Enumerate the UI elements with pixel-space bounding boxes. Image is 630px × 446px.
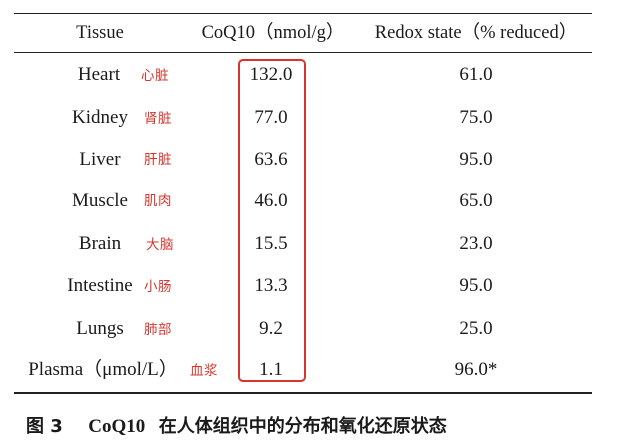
table-cell-chinese-label: 肌肉 — [144, 193, 172, 209]
table-cell-chinese-label: 小肠 — [144, 279, 172, 295]
header-coq10: CoQ10（nmol/g） — [201, 23, 345, 43]
table-cell-coq10: 9.2 — [259, 318, 283, 339]
table-cell-redox: 95.0 — [459, 275, 493, 296]
table-cell-coq10: 63.6 — [254, 149, 288, 170]
table-cell-coq10: 132.0 — [249, 64, 293, 85]
table-cell-tissue: Liver — [79, 149, 121, 170]
table-cell-redox: 95.0 — [459, 149, 493, 170]
caption-subject: CoQ10 — [88, 416, 146, 437]
table-cell-redox: 25.0 — [459, 318, 493, 339]
table-cell-chinese-label: 肾脏 — [144, 111, 172, 127]
table-cell-tissue: Plasma（μmol/L） — [28, 359, 178, 380]
table-cell-tissue: Intestine — [67, 275, 133, 296]
table-cell-coq10: 15.5 — [254, 233, 288, 254]
caption-text: 在人体组织中的分布和氧化还原状态 — [158, 416, 447, 437]
table-cell-redox: 75.0 — [459, 107, 493, 128]
caption-label: 图 3 — [26, 416, 63, 437]
table-bottom-rule — [14, 392, 592, 394]
table-cell-tissue: Heart — [77, 64, 121, 85]
header-tissue: Tissue — [76, 23, 124, 43]
table-cell-redox: 23.0 — [459, 233, 493, 254]
table-cell-chinese-label: 肺部 — [144, 322, 172, 338]
table-cell-tissue: Muscle — [72, 190, 128, 211]
table-cell-redox: 96.0* — [454, 359, 498, 380]
header-redox: Redox state（% reduced） — [374, 23, 578, 43]
figure-caption: 图 3 CoQ10 在人体组织中的分布和氧化还原状态 — [26, 412, 447, 438]
table-cell-coq10: 46.0 — [254, 190, 288, 211]
table-top-rule — [14, 13, 592, 14]
table-cell-chinese-label: 大脑 — [146, 237, 174, 253]
table-cell-coq10: 1.1 — [259, 359, 283, 380]
table-cell-chinese-label: 肝脏 — [144, 152, 172, 168]
table-cell-coq10: 13.3 — [254, 275, 288, 296]
table-cell-tissue: Lungs — [76, 318, 124, 339]
table-cell-tissue: Brain — [78, 233, 122, 254]
table-cell-tissue: Kidney — [72, 107, 128, 128]
table-cell-chinese-label: 血浆 — [190, 363, 218, 379]
table-cell-coq10: 77.0 — [254, 107, 288, 128]
table-cell-chinese-label: 心脏 — [141, 68, 169, 84]
table-header-rule — [14, 52, 592, 53]
table-cell-redox: 61.0 — [459, 64, 493, 85]
table-cell-redox: 65.0 — [459, 190, 493, 211]
coq10-highlight-box — [238, 59, 306, 382]
